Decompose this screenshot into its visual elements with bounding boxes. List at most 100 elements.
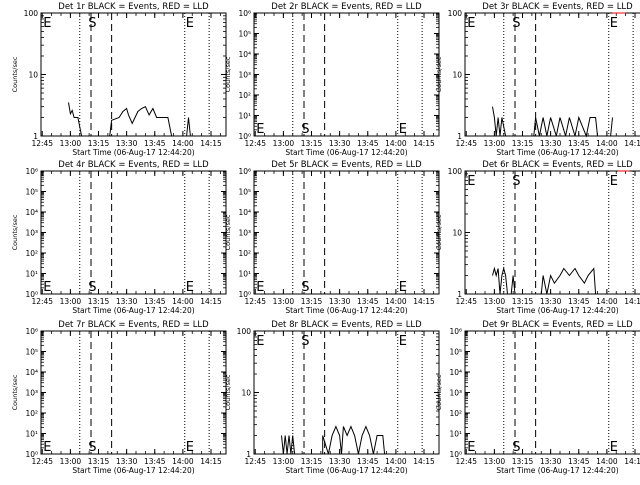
y-tick-label: 10⁶: [238, 9, 251, 18]
detector-panel-3: Det 3r BLACK = Events, RED = LLD Counts/s…: [435, 2, 640, 157]
x-tick-label: 13:45: [357, 139, 379, 148]
y-tick-label: 10⁰: [449, 450, 462, 459]
y-tick-label: 10⁴: [238, 208, 251, 217]
event-marker-label: E: [186, 16, 194, 31]
x-tick-label: 14:15: [624, 297, 640, 306]
y-tick-label: 10⁰: [25, 450, 38, 459]
y-tick-label: 10: [452, 229, 462, 238]
detector-panel-4: Det 4r BLACK = Events, RED = LLD Counts/s…: [11, 160, 227, 315]
x-tick-label: 14:00: [385, 457, 407, 466]
x-tick-label: 12:45: [455, 139, 477, 148]
y-tick-label: 1: [33, 132, 38, 141]
x-tick-label: 14:15: [413, 457, 435, 466]
y-tick-label: 10⁶: [449, 327, 462, 336]
y-tick-label: 10²: [238, 91, 251, 100]
y-tick-label: 10²: [238, 249, 251, 258]
x-tick-label: 13:45: [357, 457, 379, 466]
detector-panel-5: Det 5r BLACK = Events, RED = LLD Counts/s…: [224, 160, 440, 315]
y-tick-label: 10⁴: [25, 208, 38, 217]
y-tick-label: 10³: [25, 389, 38, 398]
x-tick-label: 13:30: [116, 457, 138, 466]
event-marker-label: E: [610, 440, 618, 455]
y-tick-label: 10³: [238, 229, 251, 238]
x-tick-label: 13:30: [329, 297, 351, 306]
event-marker-label: E: [467, 174, 475, 189]
y-tick-label: 10⁴: [238, 50, 251, 59]
panel-title: Det 8r BLACK = Events, RED = LLD: [271, 320, 422, 330]
event-marker-label: S: [88, 280, 96, 295]
x-tick-label: 12:45: [455, 297, 477, 306]
y-tick-label: 10⁵: [25, 188, 38, 197]
x-tick-label: 14:15: [413, 297, 435, 306]
x-axis-label: Start Time (06-Aug-17 12:44:20): [285, 306, 407, 315]
x-tick-label: 13:15: [88, 297, 110, 306]
y-tick-label: 10⁰: [25, 290, 38, 299]
event-marker-label: S: [512, 440, 520, 455]
y-tick-label: 10⁴: [25, 368, 38, 377]
x-tick-label: 13:15: [512, 457, 534, 466]
x-tick-label: 13:30: [540, 457, 562, 466]
y-tick-label: 1: [457, 132, 462, 141]
event-marker-label: E: [399, 334, 407, 349]
event-marker-label: E: [43, 16, 51, 31]
event-marker-label: E: [186, 440, 194, 455]
event-marker-label: E: [399, 280, 407, 295]
y-tick-label: 10⁵: [25, 348, 38, 357]
y-tick-label: 10¹: [25, 270, 38, 279]
y-axis-label: Counts/sec: [11, 56, 19, 92]
x-tick-label: 13:15: [301, 139, 323, 148]
x-tick-label: 14:00: [596, 297, 618, 306]
y-tick-label: 100: [448, 167, 463, 176]
y-tick-label: 10⁵: [449, 348, 462, 357]
event-marker-label: E: [43, 280, 51, 295]
y-tick-label: 10¹: [449, 430, 462, 439]
x-tick-label: 13:15: [512, 297, 534, 306]
y-axis-label: Counts/sec: [11, 374, 19, 410]
y-tick-label: 100: [24, 9, 39, 18]
x-tick-label: 12:45: [244, 297, 266, 306]
x-tick-label: 12:45: [244, 457, 266, 466]
y-axis-label: Counts/sec: [435, 214, 443, 250]
y-tick-label: 10⁵: [238, 30, 251, 39]
event-marker-label: E: [610, 174, 618, 189]
x-tick-label: 13:00: [484, 139, 506, 148]
panel-title: Det 2r BLACK = Events, RED = LLD: [271, 2, 422, 12]
event-marker-label: S: [301, 280, 309, 295]
panel-title: Det 4r BLACK = Events, RED = LLD: [58, 160, 209, 170]
x-axis-label: Start Time (06-Aug-17 12:44:20): [496, 466, 618, 475]
y-tick-label: 10⁶: [25, 327, 38, 336]
x-tick-label: 14:00: [385, 297, 407, 306]
event-marker-label: S: [512, 16, 520, 31]
plot-frame: [253, 170, 440, 295]
panel-title: Det 6r BLACK = Events, RED = LLD: [482, 160, 633, 170]
x-tick-label: 13:00: [60, 139, 82, 148]
x-tick-label: 13:15: [301, 457, 323, 466]
x-tick-label: 12:45: [31, 139, 53, 148]
x-tick-label: 13:00: [484, 297, 506, 306]
event-marker-label: S: [88, 440, 96, 455]
x-tick-label: 14:15: [200, 457, 222, 466]
y-tick-label: 10: [241, 389, 251, 398]
x-tick-label: 14:15: [624, 457, 640, 466]
y-tick-label: 10⁶: [25, 167, 38, 176]
x-tick-label: 12:45: [244, 139, 266, 148]
x-tick-label: 13:00: [273, 297, 295, 306]
x-tick-label: 13:00: [273, 139, 295, 148]
y-tick-label: 10: [28, 71, 38, 80]
y-tick-label: 10¹: [238, 270, 251, 279]
plot-frame: [40, 170, 227, 295]
panel-title: Det 9r BLACK = Events, RED = LLD: [482, 320, 633, 330]
y-tick-label: 1: [457, 290, 462, 299]
x-tick-label: 14:15: [200, 139, 222, 148]
x-tick-label: 13:45: [568, 139, 590, 148]
data-series-line: [492, 106, 613, 138]
event-marker-label: E: [467, 16, 475, 31]
x-tick-label: 13:45: [568, 297, 590, 306]
event-marker-label: S: [512, 174, 520, 189]
x-tick-label: 13:30: [116, 139, 138, 148]
y-tick-label: 10³: [25, 229, 38, 238]
y-tick-label: 10²: [25, 409, 38, 418]
x-tick-label: 12:45: [455, 457, 477, 466]
y-tick-label: 10⁵: [238, 188, 251, 197]
